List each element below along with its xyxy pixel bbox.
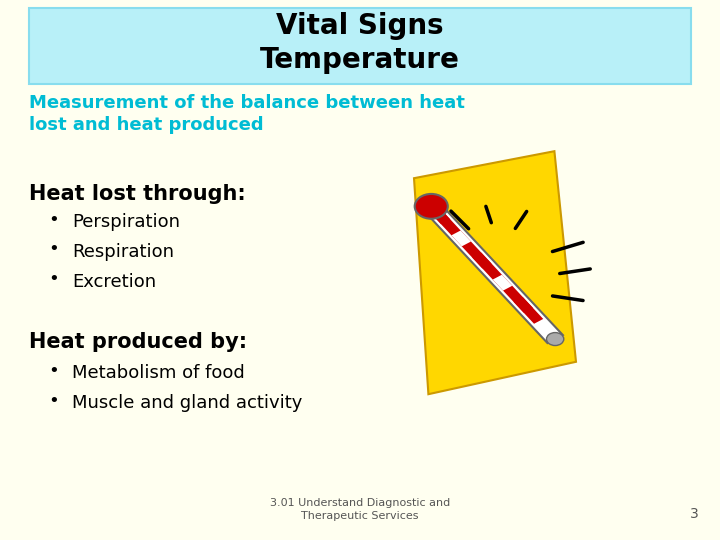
Polygon shape bbox=[414, 151, 576, 394]
Text: Heat lost through:: Heat lost through: bbox=[29, 184, 246, 204]
Polygon shape bbox=[492, 275, 512, 291]
Text: Muscle and gland activity: Muscle and gland activity bbox=[72, 394, 302, 412]
Text: •: • bbox=[49, 392, 59, 409]
Text: Heat produced by:: Heat produced by: bbox=[29, 332, 247, 352]
Polygon shape bbox=[423, 202, 563, 343]
Text: Respiration: Respiration bbox=[72, 243, 174, 261]
Polygon shape bbox=[431, 208, 543, 324]
Circle shape bbox=[546, 333, 564, 346]
Polygon shape bbox=[513, 297, 533, 313]
Circle shape bbox=[415, 194, 448, 219]
FancyBboxPatch shape bbox=[29, 8, 691, 84]
Polygon shape bbox=[431, 208, 450, 224]
Text: •: • bbox=[49, 362, 59, 380]
Text: Perspiration: Perspiration bbox=[72, 213, 180, 231]
Text: •: • bbox=[49, 240, 59, 258]
Text: 3.01 Understand Diagnostic and
Therapeutic Services: 3.01 Understand Diagnostic and Therapeut… bbox=[270, 498, 450, 521]
Text: Vital Signs
Temperature: Vital Signs Temperature bbox=[260, 12, 460, 75]
Text: Excretion: Excretion bbox=[72, 273, 156, 291]
Text: •: • bbox=[49, 270, 59, 288]
Text: 3: 3 bbox=[690, 507, 698, 521]
Text: •: • bbox=[49, 211, 59, 228]
Text: Measurement of the balance between heat
lost and heat produced: Measurement of the balance between heat … bbox=[29, 94, 464, 134]
Polygon shape bbox=[472, 253, 492, 268]
Polygon shape bbox=[451, 231, 471, 246]
Text: Metabolism of food: Metabolism of food bbox=[72, 364, 245, 382]
